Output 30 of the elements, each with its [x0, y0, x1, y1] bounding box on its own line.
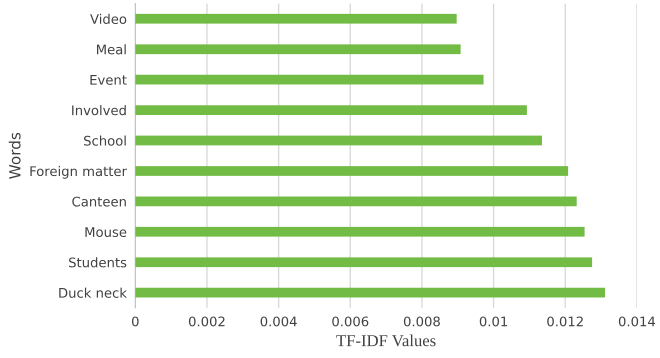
y-tick-label: Event — [90, 75, 127, 85]
bar — [135, 44, 461, 54]
bar — [135, 226, 585, 237]
bar — [135, 166, 568, 176]
bar — [135, 136, 542, 146]
x-tick-label: 0 — [132, 316, 139, 326]
y-tick-label: Canteen — [72, 196, 126, 207]
x-tick-label: 0.014 — [618, 316, 656, 326]
y-tick-label: Duck neck — [59, 288, 127, 298]
x-tick-label: 0.004 — [260, 316, 297, 326]
y-tick-label: School — [84, 136, 126, 146]
x-tick-label: 0.01 — [480, 316, 508, 326]
x-tick-label: 0.008 — [404, 316, 440, 326]
x-tick-label: 0.006 — [332, 316, 368, 326]
y-tick-label: Video — [90, 14, 126, 24]
x-axis-title: TF-IDF Values — [336, 334, 436, 346]
bar — [135, 288, 606, 298]
y-tick-label: Students — [69, 257, 126, 268]
y-tick-label: Mouse — [85, 227, 126, 238]
bar — [135, 74, 484, 85]
x-tick-label: 0.002 — [188, 316, 225, 326]
bar — [135, 105, 527, 115]
bar — [135, 196, 577, 206]
x-tick-label: 0.012 — [547, 316, 583, 326]
bar — [135, 14, 457, 24]
y-axis-title: Words — [8, 132, 21, 179]
y-tick-label: Involved — [72, 105, 126, 116]
y-tick-label: Meal — [97, 44, 126, 54]
y-tick-label: Foreign matter — [30, 166, 127, 179]
bar — [135, 257, 592, 268]
